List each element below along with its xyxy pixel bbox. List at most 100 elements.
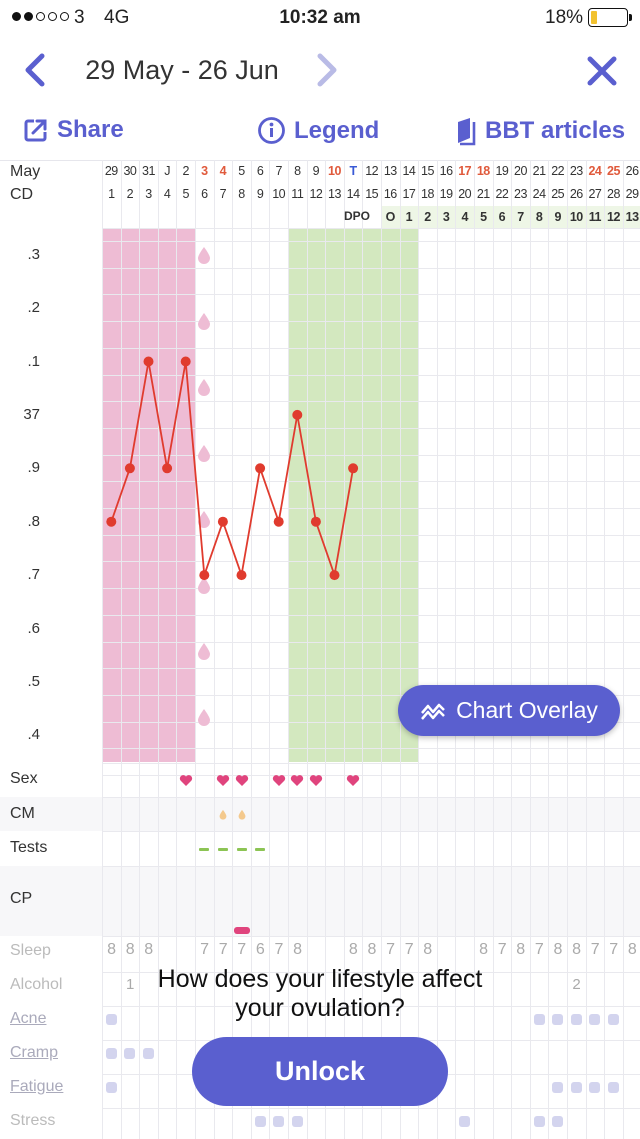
cramp-marker (124, 1048, 136, 1059)
stress-marker (533, 1116, 545, 1127)
cycle-day-number: 24 (532, 187, 546, 201)
grid-column-line (622, 160, 624, 939)
cm-drop-icon (238, 807, 252, 825)
signal-dot (12, 12, 21, 21)
grid-row-line (102, 321, 640, 323)
sleep-value: 8 (423, 941, 432, 958)
heart-path (216, 775, 230, 786)
calendar-date: 17 (458, 164, 472, 178)
fatigue-marker (552, 1082, 564, 1093)
sleep-value: 7 (590, 941, 600, 958)
grid-column-line (455, 160, 457, 939)
lifestyle-grid-line (139, 938, 141, 1139)
sleep-value: 8 (293, 941, 302, 958)
period-band (102, 228, 195, 762)
signal-strength-icon (12, 12, 69, 21)
heart-path (272, 775, 285, 786)
cramp-marker (143, 1048, 154, 1059)
dpo-number: O (385, 210, 396, 224)
drop-path (219, 809, 227, 820)
grid-row-line (102, 454, 640, 456)
drop-path (198, 445, 211, 462)
grid-row-line (102, 374, 640, 376)
lifestyle-row-line (102, 1108, 640, 1109)
grid-row-line (102, 614, 640, 616)
bbt-articles-button[interactable]: BBT articles (455, 116, 625, 146)
cycle-day-number: 12 (309, 187, 323, 201)
heart-path (291, 775, 304, 786)
grid-column-line (288, 160, 289, 939)
calendar-date: 14 (402, 164, 416, 178)
calendar-date: 9 (312, 164, 320, 178)
grid-row-line (102, 401, 640, 403)
cycle-day-number: 2 (126, 187, 134, 201)
stress-marker (273, 1116, 285, 1127)
chart-overlay-button[interactable]: Chart Overlay (398, 685, 620, 736)
test-dash (255, 848, 266, 851)
close-button[interactable] (586, 55, 618, 92)
cycle-day-number: 10 (272, 187, 286, 201)
unlock-button[interactable]: Unlock (192, 1037, 448, 1106)
spotting-drop-icon (197, 510, 211, 528)
heart-shape (291, 775, 304, 786)
lifestyle-grid-line (474, 938, 475, 1139)
temperature-point (199, 570, 210, 581)
grid-row-line (102, 763, 640, 764)
cramp-label[interactable]: Cramp (10, 1044, 59, 1061)
drop-shape (198, 709, 211, 726)
calendar-date: 3 (201, 164, 208, 178)
heart-shape (309, 775, 323, 786)
spotting-drop-icon (197, 708, 211, 726)
prev-month-button[interactable] (20, 50, 50, 96)
temperature-line (110, 360, 354, 577)
heart-icon (309, 774, 323, 787)
alcohol-label: Alcohol (10, 976, 63, 993)
lifestyle-grid-line (157, 938, 159, 1139)
cycle-day-number: 28 (607, 187, 620, 201)
grid-row-line (102, 588, 640, 590)
lifestyle-grid-line (492, 938, 494, 1139)
calendar-date: 2 (182, 164, 189, 178)
grid-row-line (102, 866, 640, 867)
temperature-point (217, 516, 228, 527)
y-tick-label: .6 (27, 619, 40, 637)
temperature-point (255, 463, 266, 474)
acne-label[interactable]: Acne (10, 1010, 47, 1027)
share-icon (24, 119, 47, 141)
signal-dot (60, 12, 69, 21)
calendar-date: 6 (256, 164, 264, 178)
cycle-day-number: 20 (458, 187, 472, 201)
drop-path (198, 313, 211, 330)
lifestyle-grid-line (195, 938, 196, 1139)
info-icon (258, 117, 285, 144)
y-tick-label: 37 (23, 405, 40, 423)
temperature-point (180, 356, 191, 367)
cm-label: CM (10, 805, 35, 822)
grid-column-line (474, 160, 475, 939)
sleep-value: 8 (516, 941, 525, 958)
grid-column-line (399, 160, 401, 939)
cycle-day-number: 11 (291, 187, 304, 201)
test-dash (236, 848, 247, 851)
sex-label: Sex (10, 770, 38, 787)
sleep-value: 8 (367, 941, 376, 958)
legend-button[interactable]: Legend (257, 116, 379, 145)
fatigue-label[interactable]: Fatigue (10, 1078, 64, 1095)
drop-shape (198, 313, 211, 330)
cycle-day-number: 13 (328, 187, 341, 201)
temperature-point (273, 516, 284, 527)
grid-row-line (102, 641, 640, 643)
cycle-day-number: 3 (145, 187, 152, 201)
heart-icon (216, 774, 230, 787)
calendar-date: 22 (551, 164, 565, 178)
cycle-day-number: 22 (495, 187, 509, 201)
share-button[interactable]: Share (22, 116, 124, 144)
calendar-date: 10 (328, 164, 341, 178)
temperature-point (292, 409, 303, 420)
lifestyle-grid-line (120, 938, 122, 1139)
cramp-marker (105, 1048, 117, 1059)
y-tick-label: .2 (27, 299, 40, 317)
drop-path (198, 643, 211, 660)
chevron-right-icon (317, 53, 337, 87)
next-month-button[interactable] (312, 50, 342, 96)
